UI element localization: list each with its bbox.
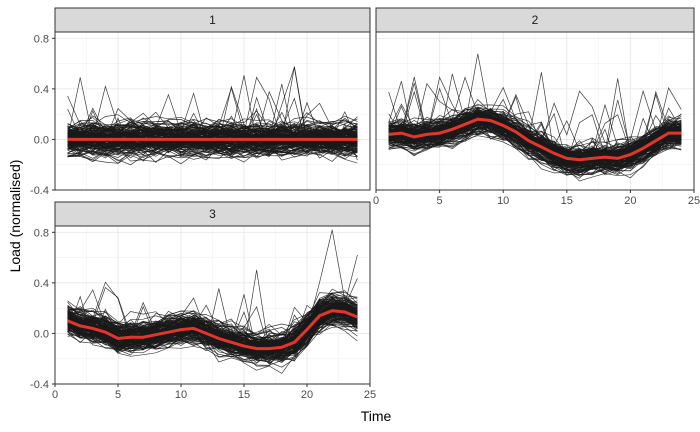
member-series-line bbox=[67, 124, 358, 149]
member-series-line bbox=[67, 119, 358, 140]
member-series-line bbox=[67, 293, 358, 349]
x-tick-label: 5 bbox=[115, 389, 121, 401]
y-axis-title: Load (normalised) bbox=[7, 160, 23, 273]
x-tick-label: 20 bbox=[624, 195, 636, 207]
strip-label-1: 1 bbox=[209, 13, 216, 27]
y-tick-label: 0.8 bbox=[34, 33, 49, 45]
x-tick-label: 25 bbox=[364, 389, 376, 401]
strip-label-2: 2 bbox=[532, 13, 539, 27]
strip-label-3: 3 bbox=[209, 207, 216, 221]
x-tick-label: 0 bbox=[373, 195, 379, 207]
x-axis-title: Time bbox=[361, 408, 392, 424]
member-series-line bbox=[388, 76, 682, 144]
member-series-line bbox=[67, 304, 358, 351]
x-tick-label: 20 bbox=[301, 389, 313, 401]
member-series-line bbox=[67, 124, 358, 139]
panel-border bbox=[375, 31, 695, 191]
y-tick-label: 0.0 bbox=[34, 134, 49, 146]
x-tick-label: 0 bbox=[52, 389, 58, 401]
member-series-line bbox=[67, 143, 358, 164]
y-tick-label: -0.4 bbox=[30, 185, 49, 197]
member-series-line bbox=[388, 113, 682, 166]
panel-1: 1 -0.4 0.0 0.4 0.8 bbox=[30, 7, 371, 197]
member-series-line bbox=[388, 125, 682, 182]
x-tick-label: 10 bbox=[497, 195, 509, 207]
member-series-line bbox=[67, 307, 358, 360]
member-series-line bbox=[388, 126, 682, 171]
x-tick-label: 10 bbox=[175, 389, 187, 401]
member-series-line bbox=[67, 139, 358, 161]
member-series-line bbox=[67, 116, 358, 137]
member-series-line bbox=[67, 142, 358, 162]
strip-2 bbox=[375, 7, 695, 33]
strip-1 bbox=[54, 7, 371, 33]
member-series-line bbox=[388, 113, 682, 156]
centroid-line-panel-2 bbox=[388, 117, 682, 162]
x-tick-label: 15 bbox=[561, 195, 573, 207]
member-series-line bbox=[67, 138, 358, 156]
member-series-line bbox=[67, 315, 358, 361]
y-tick-label: 0.0 bbox=[34, 328, 49, 340]
member-series-line bbox=[388, 111, 682, 160]
panel-border bbox=[54, 225, 371, 385]
member-series-line bbox=[67, 297, 358, 345]
member-series-line bbox=[67, 136, 358, 153]
x-tick-label: 25 bbox=[688, 195, 700, 207]
member-series-line bbox=[67, 317, 358, 362]
strip-3 bbox=[54, 201, 371, 227]
y-tick-label: 0.4 bbox=[34, 84, 49, 96]
member-series-line bbox=[67, 119, 358, 147]
y-tick-label: 0.4 bbox=[34, 278, 49, 290]
panel-3: 3 -0.4 0.0 0.4 0.8 0 5 10 15 20 25 bbox=[30, 201, 376, 401]
member-series-line bbox=[67, 122, 358, 146]
panel-2: 20 5 10 15 20 25 bbox=[373, 7, 700, 207]
panel-border bbox=[54, 31, 371, 191]
member-series-line bbox=[388, 76, 682, 168]
member-series-line bbox=[67, 138, 358, 152]
x-tick-label: 15 bbox=[238, 389, 250, 401]
y-tick-label: 0.8 bbox=[34, 227, 49, 239]
member-series-line bbox=[67, 130, 358, 153]
centroid-line-panel-3 bbox=[67, 309, 358, 351]
x-tick-label: 5 bbox=[437, 195, 443, 207]
y-tick-label: -0.4 bbox=[30, 379, 49, 391]
